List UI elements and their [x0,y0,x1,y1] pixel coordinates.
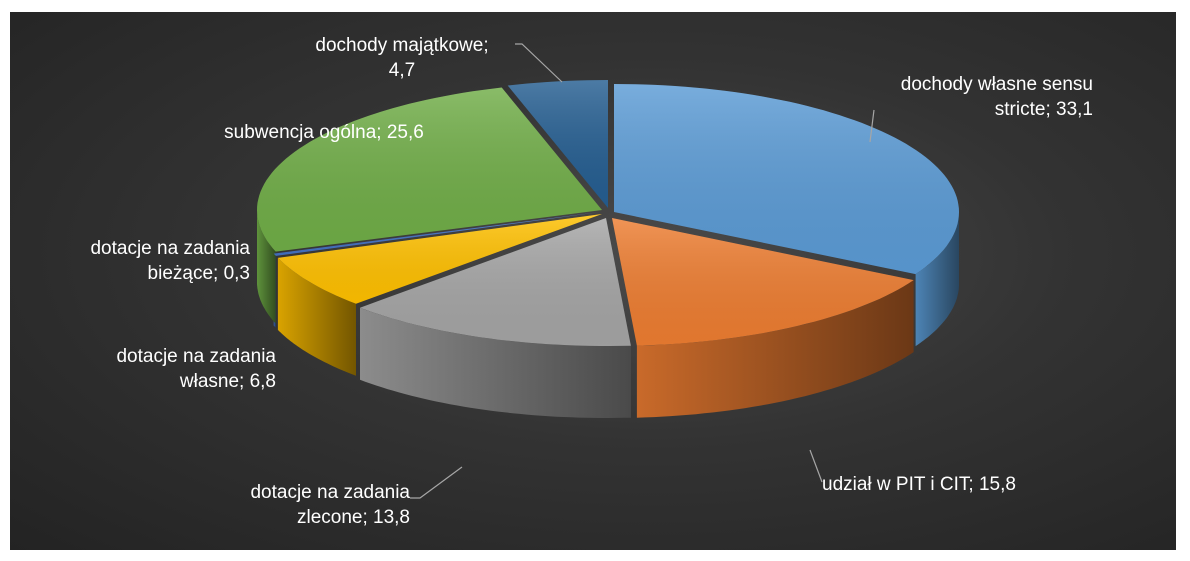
pie-chart: dochody własne sensu stricte; 33,1 udział … [90,35,1093,528]
pie-slice-shine [612,218,914,346]
pie-slice-shine [360,218,631,346]
pie-slice-shine [273,212,600,256]
pie-slice-shine [257,87,602,252]
data-label: udział w PIT i CIT; 15,8 [822,474,1016,495]
leader-line [410,466,463,499]
chart-area: dochody własne sensu stricte; 33,1 udział … [10,12,1176,550]
leader-line [515,43,563,83]
data-label: dotacje na zadania zlecone; 13,8 [250,482,410,528]
pie-slice-shine [507,80,608,208]
pie-slice-side [277,257,356,376]
data-label: dochody własne sensu stricte; 33,1 [901,74,1093,120]
data-label: dochody majątkowe; 4,7 [315,35,488,81]
leader-line [869,109,875,143]
pie-slice-shine [277,214,602,304]
pie-slice-side [636,280,914,418]
data-label: dotacje na zadania bieżące; 0,3 [90,238,250,284]
pie-slice-side [257,210,276,324]
pie-slice-shine [614,84,959,275]
pie-slice-side [915,212,959,347]
data-label: dotacje na zadania własne; 6,8 [116,346,276,392]
leader-line [809,449,823,483]
pie-slice-side [360,307,631,418]
data-label: subwencja ogólna; 25,6 [224,122,424,143]
